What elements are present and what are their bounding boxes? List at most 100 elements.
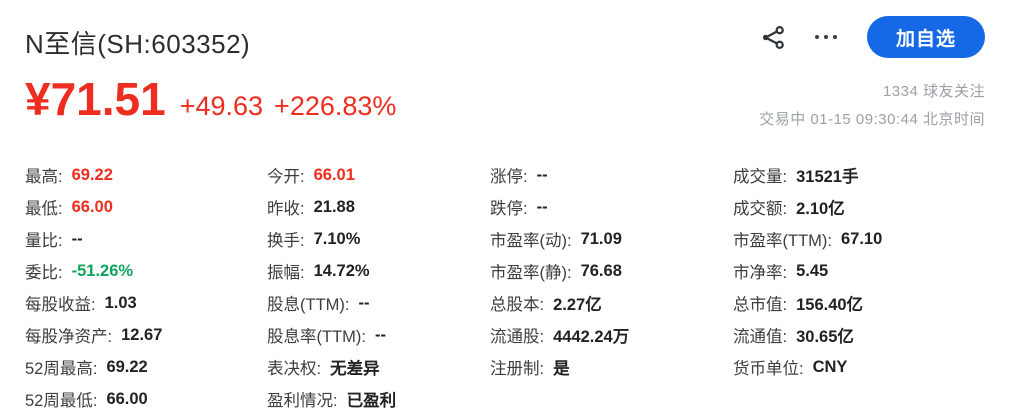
stat-value: 1.03: [104, 293, 137, 312]
stat-label: 注册制:: [490, 360, 545, 378]
stat-label: 流通值:: [733, 328, 788, 346]
stat-label: 振幅:: [267, 264, 305, 282]
stat-row-high: 最高: 69.22: [25, 159, 267, 191]
stats-column-4: 成交量: 31521手成交额: 2.10亿市盈率(TTM): 67.10 市净率: 5.4…: [733, 159, 985, 383]
stat-label: 表决权:: [267, 360, 322, 378]
stat-row-volume-ratio: 量比: --: [25, 223, 267, 255]
stat-value: 5.45: [796, 261, 829, 280]
price-change-amount: +49.63: [179, 91, 264, 121]
followers-count: 1334 球友关注: [882, 83, 985, 100]
stat-value: 30.65亿: [796, 328, 854, 346]
stat-row-pe-ttm: 市盈率(TTM): 67.10: [733, 223, 985, 255]
stat-label: 涨停:: [490, 168, 528, 186]
stat-value: 69.22: [71, 165, 113, 184]
stat-label: 每股收益:: [25, 296, 96, 314]
stat-row-voting-rights: 表决权: 无差异: [267, 351, 490, 383]
stat-label: 市盈率(动):: [490, 232, 572, 250]
market-status: 交易中 01-15 09:30:44 北京时间: [759, 111, 985, 128]
stat-value: 21.88: [313, 197, 355, 216]
stat-label: 股息率(TTM):: [267, 328, 366, 346]
stat-row-amount: 成交额: 2.10亿: [733, 191, 985, 223]
stat-label: 市盈率(静):: [490, 264, 572, 282]
stat-label: 市盈率(TTM):: [733, 232, 832, 250]
stat-label: 最低:: [25, 200, 63, 218]
stat-label: 股息(TTM):: [267, 296, 350, 314]
stat-value: 2.10亿: [796, 200, 845, 218]
price-row: ¥71.51 +49.63 +226.83%: [25, 75, 397, 124]
stat-label: 盈利情况:: [267, 392, 338, 410]
stat-value: 4442.24万: [553, 328, 630, 346]
stat-value: 67.10: [840, 229, 883, 248]
stat-value: --: [71, 229, 83, 248]
stat-row-pe-dynamic: 市盈率(动): 71.09: [490, 223, 733, 255]
header-actions: 加自选: [759, 16, 985, 58]
stat-label: 流通股:: [490, 328, 545, 346]
stat-value: CNY: [812, 357, 848, 376]
stat-row-volume: 成交量: 31521手: [733, 159, 985, 191]
stat-value: 12.67: [121, 325, 163, 344]
stat-value: 66.00: [106, 389, 148, 408]
stat-row-currency: 货币单位: CNY: [733, 351, 985, 383]
stats-column-3: 涨停: -- 跌停: -- 市盈率(动): 71.09 市盈率(静): 76.68 总股本: 2.…: [490, 159, 733, 383]
stat-label: 每股净资产:: [25, 328, 113, 346]
stat-row-eps: 每股收益: 1.03: [25, 287, 267, 319]
stat-label: 总股本:: [490, 296, 545, 314]
stat-row-pe-static: 市盈率(静): 76.68: [490, 255, 733, 287]
add-watchlist-button[interactable]: 加自选: [866, 16, 985, 58]
stat-value: 已盈利: [346, 392, 397, 410]
stat-row-total-shares: 总股本: 2.27亿: [490, 287, 733, 319]
header-left: N至信(SH:603352) ¥71.51 +49.63 +226.83%: [25, 16, 396, 123]
price-change-percent: +226.83%: [274, 91, 397, 121]
stat-label: 最高:: [25, 168, 63, 186]
stat-value: 66.00: [71, 197, 113, 216]
stat-label: 委比:: [25, 264, 63, 282]
stat-value: 14.72%: [313, 261, 370, 280]
stat-row-float-cap: 流通值: 30.65亿: [733, 319, 985, 351]
stat-value: 76.68: [580, 261, 622, 280]
stat-value: --: [536, 197, 548, 216]
stat-label: 52周最高:: [25, 360, 98, 378]
share-icon[interactable]: [759, 22, 789, 52]
header-right: 加自选 1334 球友关注 交易中 01-15 09:30:44 北京时间: [759, 16, 985, 129]
stat-row-pb: 市净率: 5.45: [733, 255, 985, 287]
stock-title: N至信(SH:603352): [25, 29, 251, 59]
stat-row-dividend-yield-ttm: 股息率(TTM): --: [267, 319, 490, 351]
stat-label: 成交额:: [733, 200, 788, 218]
stat-row-float-shares: 流通股: 4442.24万: [490, 319, 733, 351]
stat-label: 市净率:: [733, 264, 788, 282]
stat-value: 7.10%: [313, 229, 361, 248]
stat-value: 是: [553, 360, 570, 378]
stat-row-dividend-ttm: 股息(TTM): --: [267, 287, 490, 319]
stat-label: 昨收:: [267, 200, 305, 218]
stat-row-open: 今开: 66.01: [267, 159, 490, 191]
stat-value: 无差异: [330, 360, 380, 378]
stat-row-amplitude: 振幅: 14.72%: [267, 255, 490, 287]
ellipsis-dots: [814, 35, 837, 39]
stat-value: --: [536, 165, 548, 184]
stat-value: 71.09: [580, 229, 622, 248]
stat-label: 换手:: [267, 232, 305, 250]
stats-column-2: 今开: 66.01 昨收: 21.88 换手: 7.10% 振幅: 14.72% 股息(TTM)…: [267, 159, 490, 412]
stat-row-prev-close: 昨收: 21.88: [267, 191, 490, 223]
stat-label: 量比:: [25, 232, 63, 250]
stat-row-52w-high: 52周最高: 69.22: [25, 351, 267, 383]
stats-grid: 最高: 69.22 最低: 66.00 量比: -- 委比: -51.26% 每股收益: 1.03…: [25, 159, 985, 412]
stat-row-limit-down: 跌停: --: [490, 191, 733, 223]
stat-value: -51.26%: [71, 261, 134, 280]
stat-value: 156.40亿: [796, 296, 864, 314]
stat-value: 31521手: [796, 168, 859, 186]
stat-row-bid-ask-ratio: 委比: -51.26%: [25, 255, 267, 287]
stat-label: 货币单位:: [733, 360, 804, 378]
stat-row-52w-low: 52周最低: 66.00: [25, 383, 267, 412]
stat-label: 52周最低:: [25, 392, 98, 410]
stat-value: --: [358, 293, 370, 312]
stat-value: 66.01: [313, 165, 355, 184]
stat-label: 总市值:: [733, 296, 788, 314]
more-icon[interactable]: [811, 22, 841, 52]
stat-row-turnover: 换手: 7.10%: [267, 223, 490, 255]
stat-row-market-cap: 总市值: 156.40亿: [733, 287, 985, 319]
header: N至信(SH:603352) ¥71.51 +49.63 +226.83%: [25, 16, 985, 129]
stat-value: --: [374, 325, 386, 344]
stat-label: 跌停:: [490, 200, 528, 218]
